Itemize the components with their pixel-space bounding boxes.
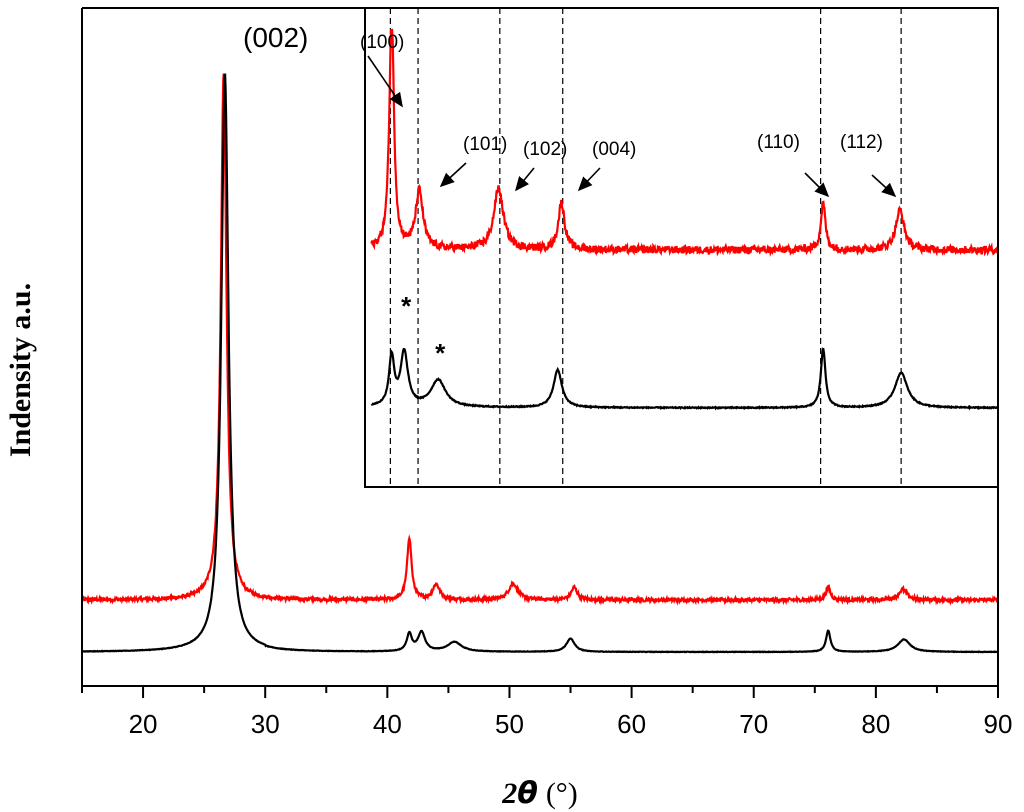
main-axes: 20 30 40 50 60 70 80 90: [81, 7, 1013, 739]
inset-series-line-1: [370, 347, 998, 411]
x-tick-label: 80: [861, 709, 890, 739]
x-tick-label: 30: [251, 709, 280, 739]
x-axis-label-symbol: θ: [517, 776, 538, 811]
inset-peak-label: (102): [523, 139, 567, 160]
inset-series-line-0: [370, 28, 999, 257]
y-axis-label: Indensity a.u.: [4, 283, 37, 457]
inset-peak-label: (004): [592, 139, 636, 160]
peak-002-label: (002): [243, 22, 308, 53]
inset-peak-arrow: [367, 55, 403, 108]
inset-asterisk: *: [401, 291, 412, 321]
inset-peak-arrow: [871, 174, 897, 198]
x-axis-label-unit: (°): [546, 777, 578, 810]
x-axis-label: 2θ (°): [501, 776, 578, 811]
x-tick-label: 70: [739, 709, 768, 739]
x-tick-label: 50: [495, 709, 524, 739]
inset-asterisk: *: [435, 338, 446, 368]
inset-peak-arrow: [804, 172, 830, 198]
main-plot-area: [80, 73, 999, 654]
series-line-1: [81, 73, 998, 654]
x-axis-label-prefix: 2: [501, 777, 517, 810]
x-tick-label: 90: [984, 709, 1013, 739]
x-tick-label: 60: [617, 709, 646, 739]
inset-peak-arrow: [514, 167, 535, 192]
inset-peak-label: (112): [840, 132, 883, 153]
x-tick-label: 20: [129, 709, 158, 739]
inset-peak-label: (101): [463, 134, 507, 155]
inset-peak-label: (110): [757, 132, 800, 153]
inset-peak-label: (100): [360, 32, 404, 53]
inset-peak-arrow: [577, 167, 601, 192]
inset-peak-arrow: [439, 162, 467, 188]
x-tick-label: 40: [373, 709, 402, 739]
inset-plot-area: (100) (101) (102) (004) (110) (112) * *: [360, 7, 999, 488]
